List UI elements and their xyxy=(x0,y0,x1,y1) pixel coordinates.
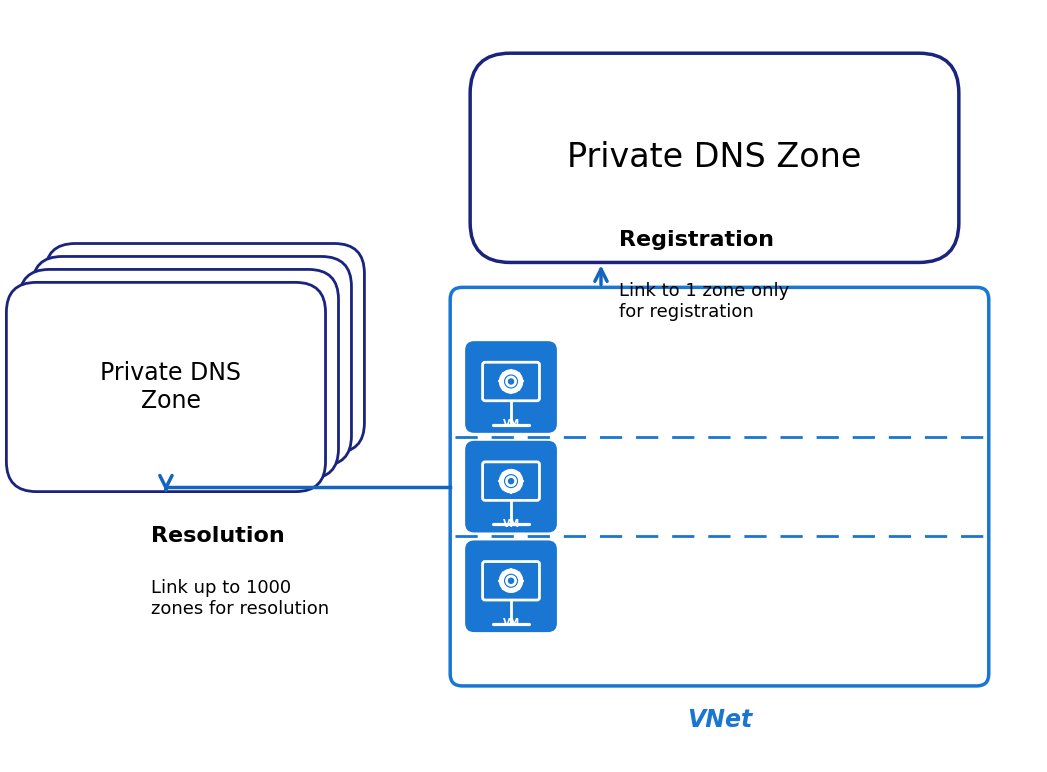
Text: Private DNS
Zone: Private DNS Zone xyxy=(101,361,242,413)
Circle shape xyxy=(505,475,517,487)
Circle shape xyxy=(506,576,516,586)
Text: VM: VM xyxy=(503,519,519,529)
FancyBboxPatch shape xyxy=(32,256,352,466)
Text: Private DNS Zone: Private DNS Zone xyxy=(567,141,862,174)
Circle shape xyxy=(509,379,514,384)
Circle shape xyxy=(506,476,516,486)
Text: VM: VM xyxy=(503,618,519,628)
FancyBboxPatch shape xyxy=(6,283,326,492)
Text: VNet: VNet xyxy=(687,708,752,732)
FancyBboxPatch shape xyxy=(483,462,539,500)
Circle shape xyxy=(505,375,517,388)
FancyBboxPatch shape xyxy=(465,540,557,632)
FancyBboxPatch shape xyxy=(483,362,539,401)
FancyBboxPatch shape xyxy=(450,287,988,686)
Circle shape xyxy=(499,370,522,393)
FancyBboxPatch shape xyxy=(45,243,364,452)
Circle shape xyxy=(499,569,522,592)
Text: VM: VM xyxy=(503,419,519,429)
Circle shape xyxy=(509,479,514,484)
FancyBboxPatch shape xyxy=(19,269,338,479)
Circle shape xyxy=(499,469,522,493)
Text: Registration: Registration xyxy=(619,230,774,250)
Circle shape xyxy=(506,376,516,387)
FancyBboxPatch shape xyxy=(483,561,539,600)
FancyBboxPatch shape xyxy=(465,441,557,533)
Text: Resolution: Resolution xyxy=(151,527,285,547)
Circle shape xyxy=(505,574,517,587)
FancyBboxPatch shape xyxy=(470,53,959,262)
Text: Link up to 1000
zones for resolution: Link up to 1000 zones for resolution xyxy=(151,579,329,618)
FancyBboxPatch shape xyxy=(465,341,557,433)
Circle shape xyxy=(509,578,514,584)
Text: Link to 1 zone only
for registration: Link to 1 zone only for registration xyxy=(619,283,789,321)
